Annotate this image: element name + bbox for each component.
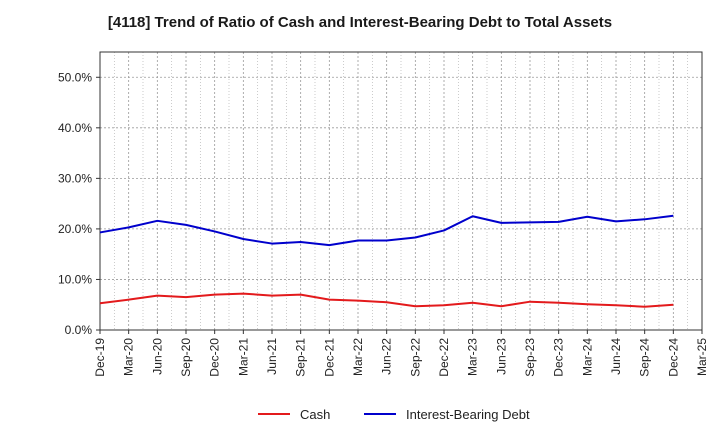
x-tick-label: Sep-21 [294, 338, 308, 377]
legend-label-cash: Cash [300, 407, 330, 422]
x-tick-label: Jun-20 [150, 338, 164, 375]
axis-layer: Dec-19 Mar-20 Jun-20 Sep-20 Dec-20 Mar-21 Jun-… [58, 51, 709, 377]
x-tick-label: Jun-22 [380, 338, 394, 375]
y-tick-label: 0.0% [65, 323, 93, 337]
series-line-interest-bearing-debt [99, 214, 674, 247]
x-tick-label: Sep-22 [408, 338, 422, 377]
plot-frame [99, 51, 703, 331]
x-tick-label: Dec-19 [93, 338, 107, 377]
x-tick-label: Sep-24 [638, 338, 652, 377]
x-tick-label: Dec-24 [666, 338, 680, 377]
x-tick-label: Dec-20 [208, 338, 222, 377]
series-layer [99, 214, 674, 308]
x-tick-label: Sep-20 [179, 338, 193, 377]
x-tick-label: Mar-25 [695, 338, 709, 376]
x-tick-label: Sep-23 [523, 338, 537, 377]
chart-title: [4118] Trend of Ratio of Cash and Intere… [107, 14, 613, 31]
x-tick-label: Mar-23 [466, 338, 480, 376]
legend: Cash Interest-Bearing Debt [258, 407, 530, 422]
x-tick-label: Dec-21 [322, 338, 336, 377]
x-tick-label: Jun-23 [494, 338, 508, 375]
x-tick-label: Dec-23 [552, 338, 566, 377]
x-tick-label: Mar-24 [580, 338, 594, 376]
x-tick-label: Mar-21 [236, 338, 250, 376]
y-tick-label: 10.0% [58, 272, 92, 286]
y-tick-label: 40.0% [58, 121, 92, 135]
y-tick-label: 50.0% [58, 70, 92, 84]
series-line-cash [99, 292, 674, 308]
x-tick-label: Mar-22 [351, 338, 365, 376]
y-tick-label: 20.0% [58, 222, 92, 236]
grid-layer [100, 52, 702, 330]
x-tick-label: Jun-24 [609, 338, 623, 375]
legend-label-interest-bearing-debt: Interest-Bearing Debt [406, 407, 530, 422]
x-tick-label: Dec-22 [437, 338, 451, 377]
y-tick-label: 30.0% [58, 171, 92, 185]
x-tick-label: Jun-21 [265, 338, 279, 375]
x-tick-label: Mar-20 [122, 338, 136, 376]
